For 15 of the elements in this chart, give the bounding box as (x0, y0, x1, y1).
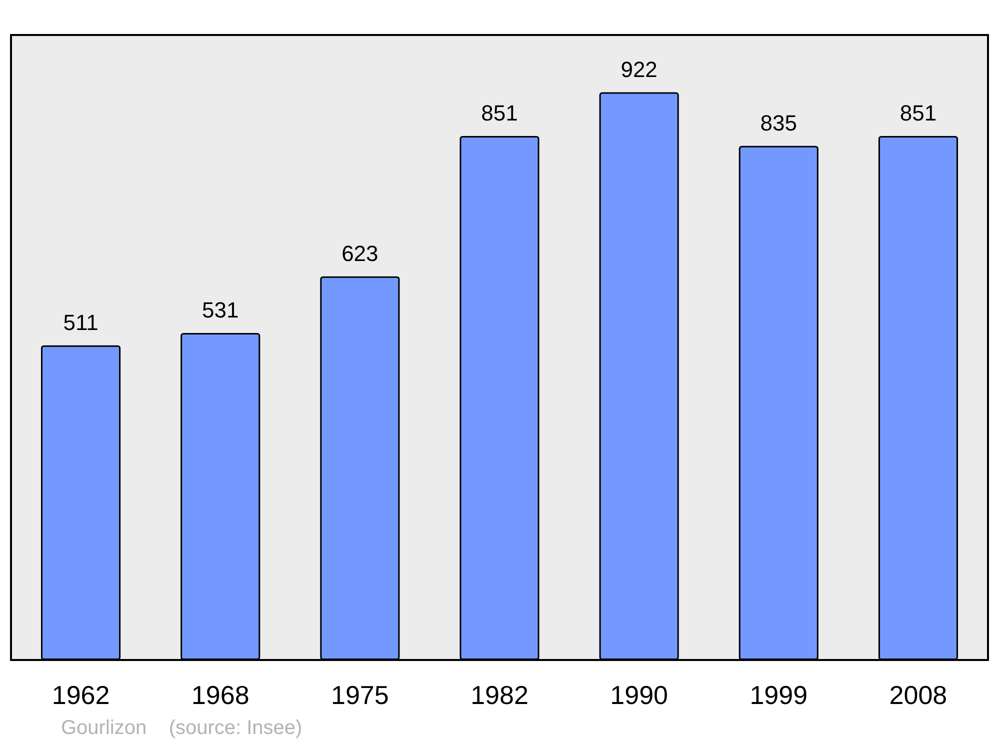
text: Gourlizon (source: Insee) (61, 717, 302, 739)
data-label: 511 (63, 310, 98, 335)
data-label: 851 (481, 100, 518, 126)
data-label: 835 (760, 110, 797, 136)
x-tick-label: 1990 (610, 680, 668, 710)
data-label: 851 (900, 100, 937, 126)
data-label: 531 (202, 298, 239, 323)
x-tick-label: 1999 (750, 680, 808, 710)
x-tick-label: 1975 (331, 680, 389, 710)
data-label: 623 (342, 240, 378, 266)
data-label: 922 (620, 56, 658, 82)
x-tick-label: 1962 (52, 680, 110, 710)
x-tick-label: 2008 (889, 680, 948, 710)
x-tick-label: 1968 (191, 680, 250, 710)
x-tick-label: 1982 (470, 680, 528, 710)
